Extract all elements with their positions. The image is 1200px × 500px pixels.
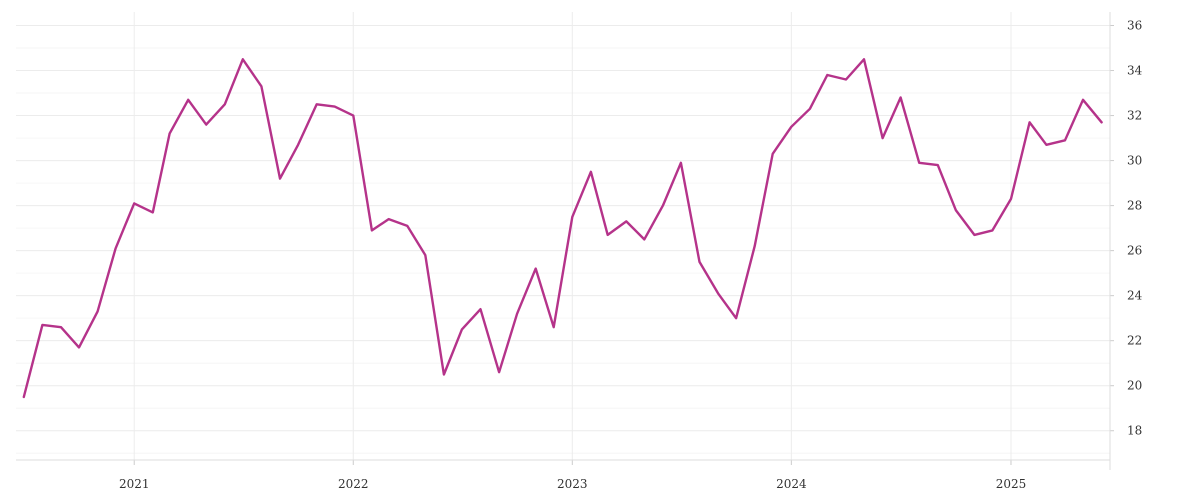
y-tick-label: 18 — [1127, 424, 1142, 438]
y-tick-label: 32 — [1127, 109, 1142, 123]
x-tick-label: 2022 — [338, 477, 369, 491]
y-tick-label: 30 — [1127, 154, 1142, 168]
x-tick-label: 2021 — [119, 477, 150, 491]
y-tick-label: 22 — [1127, 334, 1142, 348]
y-tick-label: 36 — [1127, 19, 1142, 33]
x-tick-label: 2025 — [996, 477, 1027, 491]
y-tick-label: 20 — [1127, 379, 1142, 393]
y-tick-label: 26 — [1127, 244, 1142, 258]
series-line — [22, 58, 1103, 399]
x-tick-label: 2023 — [557, 477, 588, 491]
y-tick-label: 34 — [1127, 64, 1143, 78]
x-tick-label: 2024 — [776, 477, 807, 491]
axes — [16, 12, 1114, 470]
series-layer — [22, 58, 1103, 399]
y-tick-label: 24 — [1127, 289, 1143, 303]
grid — [16, 12, 1110, 460]
y-tick-label: 28 — [1127, 199, 1142, 213]
